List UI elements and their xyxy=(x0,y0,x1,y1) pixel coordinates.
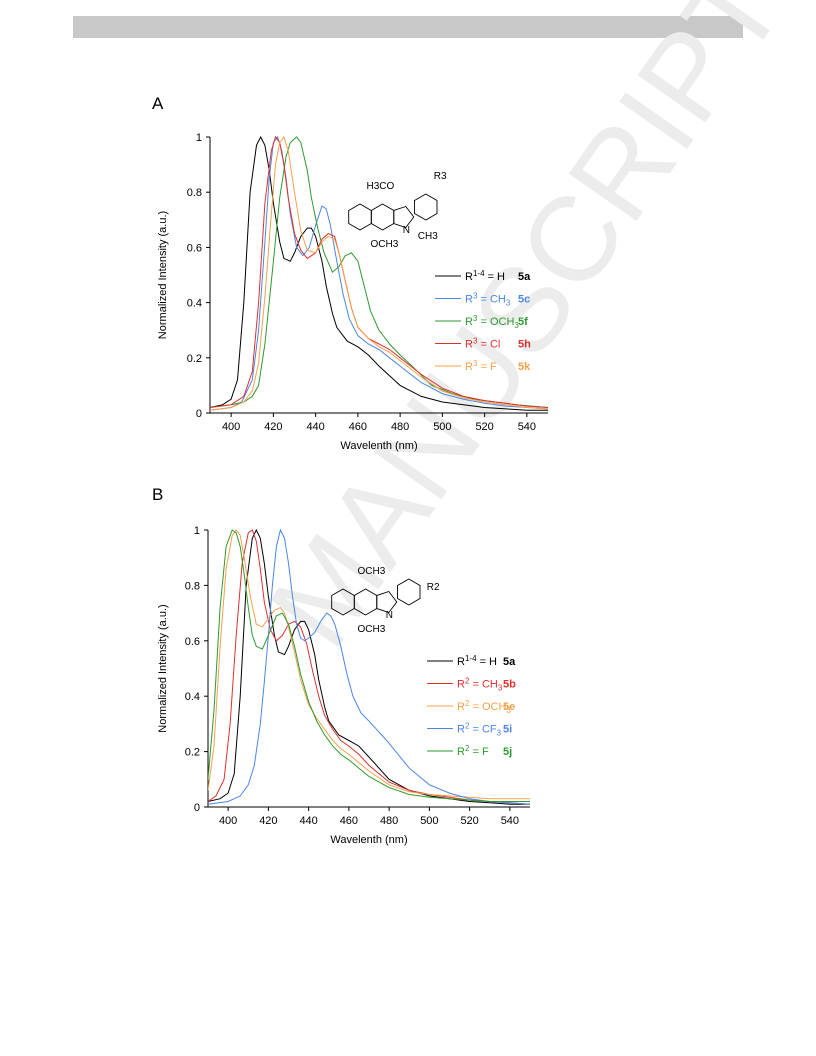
panel-label-b: B xyxy=(152,485,164,504)
y-tick-label: 0.8 xyxy=(185,580,200,592)
legend-entry-5f: R3 = OCH3 xyxy=(465,314,519,330)
x-axis-title: Wavelenth (nm) xyxy=(330,834,407,846)
x-tick-label: 500 xyxy=(420,815,438,827)
series-line-5h xyxy=(210,135,548,408)
y-tick-label: 0.4 xyxy=(187,298,202,310)
legend-compound-5h: 5h xyxy=(518,339,531,351)
y-tick-label: 0.2 xyxy=(187,353,202,365)
x-tick-label: 440 xyxy=(299,815,317,827)
legend-entry-5a: R1-4 = H xyxy=(457,654,497,668)
x-tick-label: 480 xyxy=(380,815,398,827)
legend-compound-5j: 5j xyxy=(503,746,512,758)
x-tick-label: 420 xyxy=(259,815,277,827)
legend-entry-5c: R3 = CH3 xyxy=(465,292,511,308)
x-tick-label: 400 xyxy=(222,421,240,433)
y-tick-label: 0.8 xyxy=(187,187,202,199)
x-axis-title: Wavelenth (nm) xyxy=(340,440,417,452)
y-axis-title: Normalized Intensity (a.u.) xyxy=(157,211,169,339)
series-line-5j xyxy=(208,529,530,802)
structure-label-r: R3 xyxy=(434,171,447,182)
x-tick-label: 480 xyxy=(391,421,409,433)
legend-entry-5i: R2 = CF3 xyxy=(457,722,502,738)
legend-compound-5a: 5a xyxy=(518,271,531,283)
structure-label-r: R2 xyxy=(427,582,440,593)
y-tick-label: 0 xyxy=(196,408,202,420)
pyrrole-ring xyxy=(376,590,398,614)
structure-label-n: N xyxy=(403,225,410,236)
legend-compound-5f: 5f xyxy=(518,316,528,328)
benzene-ring-left xyxy=(331,588,355,616)
x-tick-label: 460 xyxy=(349,421,367,433)
page-header-bar xyxy=(73,16,743,38)
series-line-5k xyxy=(210,135,548,411)
series-line-5i xyxy=(208,528,530,805)
y-tick-label: 0.4 xyxy=(185,691,200,703)
x-tick-label: 400 xyxy=(219,815,237,827)
benzene-ring-middle xyxy=(353,588,378,616)
x-tick-label: 440 xyxy=(306,421,324,433)
legend-compound-5b: 5b xyxy=(503,679,516,691)
legend-compound-5e: 5e xyxy=(503,701,515,713)
structure-label-bottom: OCH3 xyxy=(358,624,386,635)
legend-compound-5c: 5c xyxy=(518,294,530,306)
legend-compound-5i: 5i xyxy=(503,724,512,736)
legend-compound-5a: 5a xyxy=(503,656,516,668)
legend-compound-5k: 5k xyxy=(518,361,531,373)
pyrrole-ring xyxy=(393,205,415,229)
structure-label-bottom: OCH3 xyxy=(371,239,399,250)
panel-label-a: A xyxy=(152,94,164,113)
x-tick-label: 540 xyxy=(518,421,536,433)
chart-b: 400 420 440 460 480 500 520 540 0 0.2 0.4 0.6 0.8 1 Wa… xyxy=(157,525,530,846)
x-tick-label: 500 xyxy=(433,421,451,433)
legend-entry-5j: R2 = F xyxy=(457,744,489,758)
x-tick-label: 420 xyxy=(264,421,282,433)
x-tick-label: 520 xyxy=(475,421,493,433)
y-axis-title: Normalized Intensity (a.u.) xyxy=(157,604,169,732)
series-line-5a xyxy=(210,135,548,411)
series-line-5c xyxy=(210,135,548,411)
legend-entry-5a: R1-4 = H xyxy=(465,269,505,283)
legend-entry-5b: R2 = CH3 xyxy=(457,677,503,693)
structure-label-top: OCH3 xyxy=(358,566,386,577)
y-tick-label: 0 xyxy=(194,802,200,814)
benzene-ring-middle xyxy=(370,203,395,231)
y-tick-label: 0.6 xyxy=(185,636,200,648)
y-tick-label: 0.6 xyxy=(187,242,202,254)
x-tick-label: 460 xyxy=(340,815,358,827)
legend-entry-5h: R3 = Cl xyxy=(465,337,500,351)
series-line-5b xyxy=(208,529,530,805)
legend-entry-5e: R2 = OCH3 xyxy=(457,699,511,715)
structure-label-n: N xyxy=(386,610,393,621)
benzene-ring-right xyxy=(397,578,421,606)
chemical-structure: H3CO OCH3 CH3 N R3 xyxy=(348,171,447,250)
y-tick-label: 1 xyxy=(194,525,200,537)
chart-a: 400 420 440 460 480 500 520 540 0 0.2 0.4 0.6 0.8 1 Wa… xyxy=(157,132,548,452)
benzene-ring-left xyxy=(348,203,372,231)
x-tick-label: 540 xyxy=(501,815,519,827)
structure-label-top: H3CO xyxy=(367,181,395,192)
benzene-ring-right xyxy=(414,193,438,221)
legend-entry-5k: R3 = F xyxy=(465,359,497,373)
x-tick-label: 520 xyxy=(460,815,478,827)
y-tick-label: 0.2 xyxy=(185,747,200,759)
structure-label-nmethyl: CH3 xyxy=(418,231,438,242)
series-line-5e xyxy=(208,529,530,800)
y-tick-label: 1 xyxy=(196,132,202,144)
